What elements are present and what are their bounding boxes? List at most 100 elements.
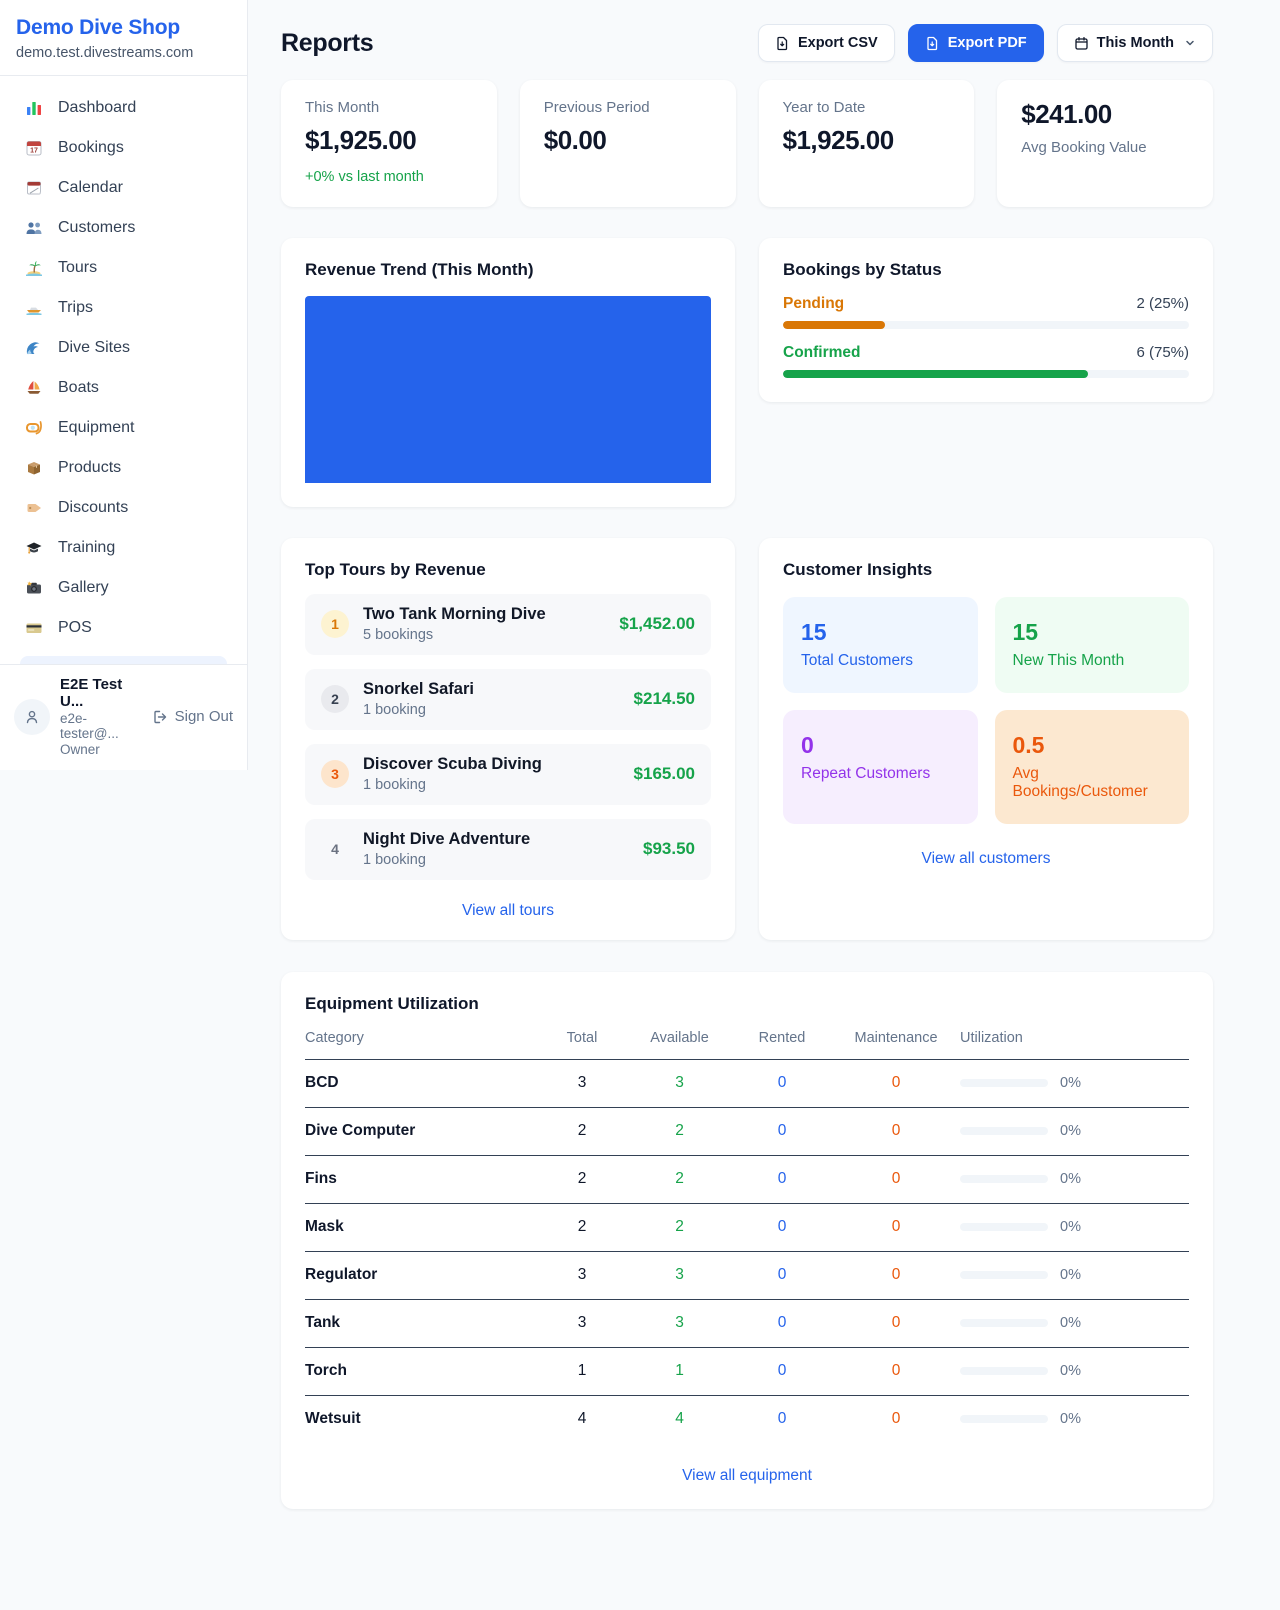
sailboat-icon xyxy=(24,378,44,398)
table-row: Wetsuit 4 4 0 0 0% xyxy=(305,1396,1189,1443)
rank-badge: 1 xyxy=(321,610,349,638)
export-csv-button[interactable]: Export CSV xyxy=(757,24,895,62)
stat-previous-period: Previous Period $0.00 xyxy=(519,80,736,207)
utilization-label: 0% xyxy=(1060,1363,1081,1379)
stat-value: $241.00 xyxy=(1021,99,1112,129)
tour-amount: $1,452.00 xyxy=(619,614,695,633)
insight-tiles: 15 Total Customers 15 New This Month 0 R… xyxy=(783,597,1189,824)
stat-cards: This Month $1,925.00 +0% vs last month P… xyxy=(281,80,1213,207)
tile-avg-bookings-customer: 0.5 Avg Bookings/Customer xyxy=(994,710,1189,824)
view-all-equipment-link[interactable]: View all equipment xyxy=(682,1467,812,1484)
sidebar-item-reports-active-partial[interactable] xyxy=(20,656,227,664)
period-select[interactable]: This Month xyxy=(1056,24,1213,62)
people-icon xyxy=(24,218,44,238)
export-csv-label: Export CSV xyxy=(797,35,878,51)
sign-out-button[interactable]: Sign Out xyxy=(152,708,233,725)
equipment-category: Wetsuit xyxy=(305,1410,361,1427)
sidebar-item-dashboard[interactable]: Dashboard xyxy=(14,88,233,128)
sidebar-item-label: Dashboard xyxy=(58,99,137,116)
customer-insights-title: Customer Insights xyxy=(783,560,933,579)
equipment-total: 2 xyxy=(577,1170,587,1187)
logout-icon xyxy=(153,710,166,723)
stat-this-month: This Month $1,925.00 +0% vs last month xyxy=(281,80,497,207)
shop-name: Demo Dive Shop xyxy=(16,16,181,39)
status-bar-fill xyxy=(783,370,1088,378)
person-icon xyxy=(26,710,38,723)
sidebar-item-products[interactable]: Products xyxy=(14,448,233,488)
equipment-available: 1 xyxy=(675,1362,684,1379)
revenue-trend-bar xyxy=(305,296,711,483)
export-pdf-button[interactable]: Export PDF xyxy=(907,24,1044,62)
status-bar-track xyxy=(783,321,1189,329)
sidebar-item-gallery[interactable]: Gallery xyxy=(14,568,233,608)
status-count: 2 (25%) xyxy=(1136,295,1189,312)
wave-icon xyxy=(24,338,44,358)
user-name: E2E Test U... xyxy=(60,676,123,710)
stat-value: $0.00 xyxy=(543,125,607,155)
sidebar-item-calendar[interactable]: Calendar xyxy=(14,168,233,208)
bookings-by-status-card: Bookings by Status Pending 2 (25%) Confi… xyxy=(759,238,1213,402)
equipment-utilization-cell: 0% xyxy=(960,1219,1189,1235)
sidebar-item-customers[interactable]: Customers xyxy=(14,208,233,248)
equipment-rented: 0 xyxy=(777,1362,787,1379)
status-label: Pending xyxy=(783,295,845,312)
svg-text:17: 17 xyxy=(30,148,38,155)
equipment-category: BCD xyxy=(305,1074,339,1091)
tile-label: Avg Bookings/Customer xyxy=(1012,765,1148,800)
sidebar-item-equipment[interactable]: Equipment xyxy=(14,408,233,448)
period-label: This Month xyxy=(1096,35,1174,51)
view-all-tours-link[interactable]: View all tours xyxy=(462,902,554,919)
sidebar-item-pos[interactable]: POS xyxy=(14,608,233,648)
tour-amount: $214.50 xyxy=(633,689,695,708)
stat-value: $1,925.00 xyxy=(782,125,895,155)
stat-label: Previous Period xyxy=(543,99,650,116)
table-row: BCD 3 3 0 0 0% xyxy=(305,1060,1189,1108)
equipment-utilization-card: Equipment Utilization Category Total Ava… xyxy=(281,972,1213,1509)
header-actions: Export CSV Export PDF This Month xyxy=(757,24,1213,62)
equipment-available: 3 xyxy=(675,1266,684,1283)
equipment-total: 4 xyxy=(577,1410,587,1427)
utilization-label: 0% xyxy=(1060,1315,1081,1331)
column-header: Utilization xyxy=(960,1030,1023,1046)
bookings-by-status-title: Bookings by Status xyxy=(783,260,942,279)
tour-name: Snorkel Safari xyxy=(363,680,474,698)
equipment-category: Dive Computer xyxy=(305,1122,416,1139)
stat-delta: +0% vs last month xyxy=(305,169,424,185)
equipment-maintenance: 0 xyxy=(891,1122,901,1139)
stat-value: $1,925.00 xyxy=(305,125,417,155)
column-header: Total xyxy=(566,1030,598,1046)
tile-value: 0 xyxy=(801,732,814,758)
camera-icon xyxy=(24,578,44,598)
column-header: Rented xyxy=(758,1030,806,1046)
status-label: Confirmed xyxy=(783,344,861,361)
sidebar-item-trips[interactable]: Trips xyxy=(14,288,233,328)
equipment-utilization-title: Equipment Utilization xyxy=(305,994,479,1013)
bar-chart-icon xyxy=(24,98,44,118)
main-content: Reports Export CSV Export PDF This Month xyxy=(248,0,1280,1549)
view-all-customers-link[interactable]: View all customers xyxy=(921,850,1051,867)
file-download-icon xyxy=(927,36,937,50)
equipment-category: Tank xyxy=(305,1314,341,1331)
utilization-bar xyxy=(960,1175,1048,1183)
equipment-utilization-cell: 0% xyxy=(960,1411,1189,1427)
tours-insights-row: Top Tours by Revenue 1 Two Tank Morning … xyxy=(281,538,1213,940)
sidebar-item-discounts[interactable]: Discounts xyxy=(14,488,233,528)
column-header: Maintenance xyxy=(854,1030,938,1046)
sidebar: Demo Dive Shop demo.test.divestreams.com… xyxy=(0,0,248,770)
sidebar-item-boats[interactable]: Boats xyxy=(14,368,233,408)
sidebar-item-bookings[interactable]: 17 Bookings xyxy=(14,128,233,168)
sidebar-item-training[interactable]: Training xyxy=(14,528,233,568)
calendar-icon xyxy=(1075,36,1088,50)
sidebar-item-label: Calendar xyxy=(58,179,123,196)
equipment-available: 2 xyxy=(675,1122,684,1139)
equipment-available: 3 xyxy=(675,1074,684,1091)
sidebar-item-label: Trips xyxy=(58,299,93,316)
equipment-available: 4 xyxy=(675,1410,684,1427)
tour-bookings: 1 booking xyxy=(363,702,426,718)
utilization-bar xyxy=(960,1415,1048,1423)
sidebar-item-dive-sites[interactable]: Dive Sites xyxy=(14,328,233,368)
equipment-category: Regulator xyxy=(305,1266,378,1283)
sidebar-item-tours[interactable]: Tours xyxy=(14,248,233,288)
utilization-label: 0% xyxy=(1060,1411,1081,1427)
utilization-label: 0% xyxy=(1060,1123,1081,1139)
